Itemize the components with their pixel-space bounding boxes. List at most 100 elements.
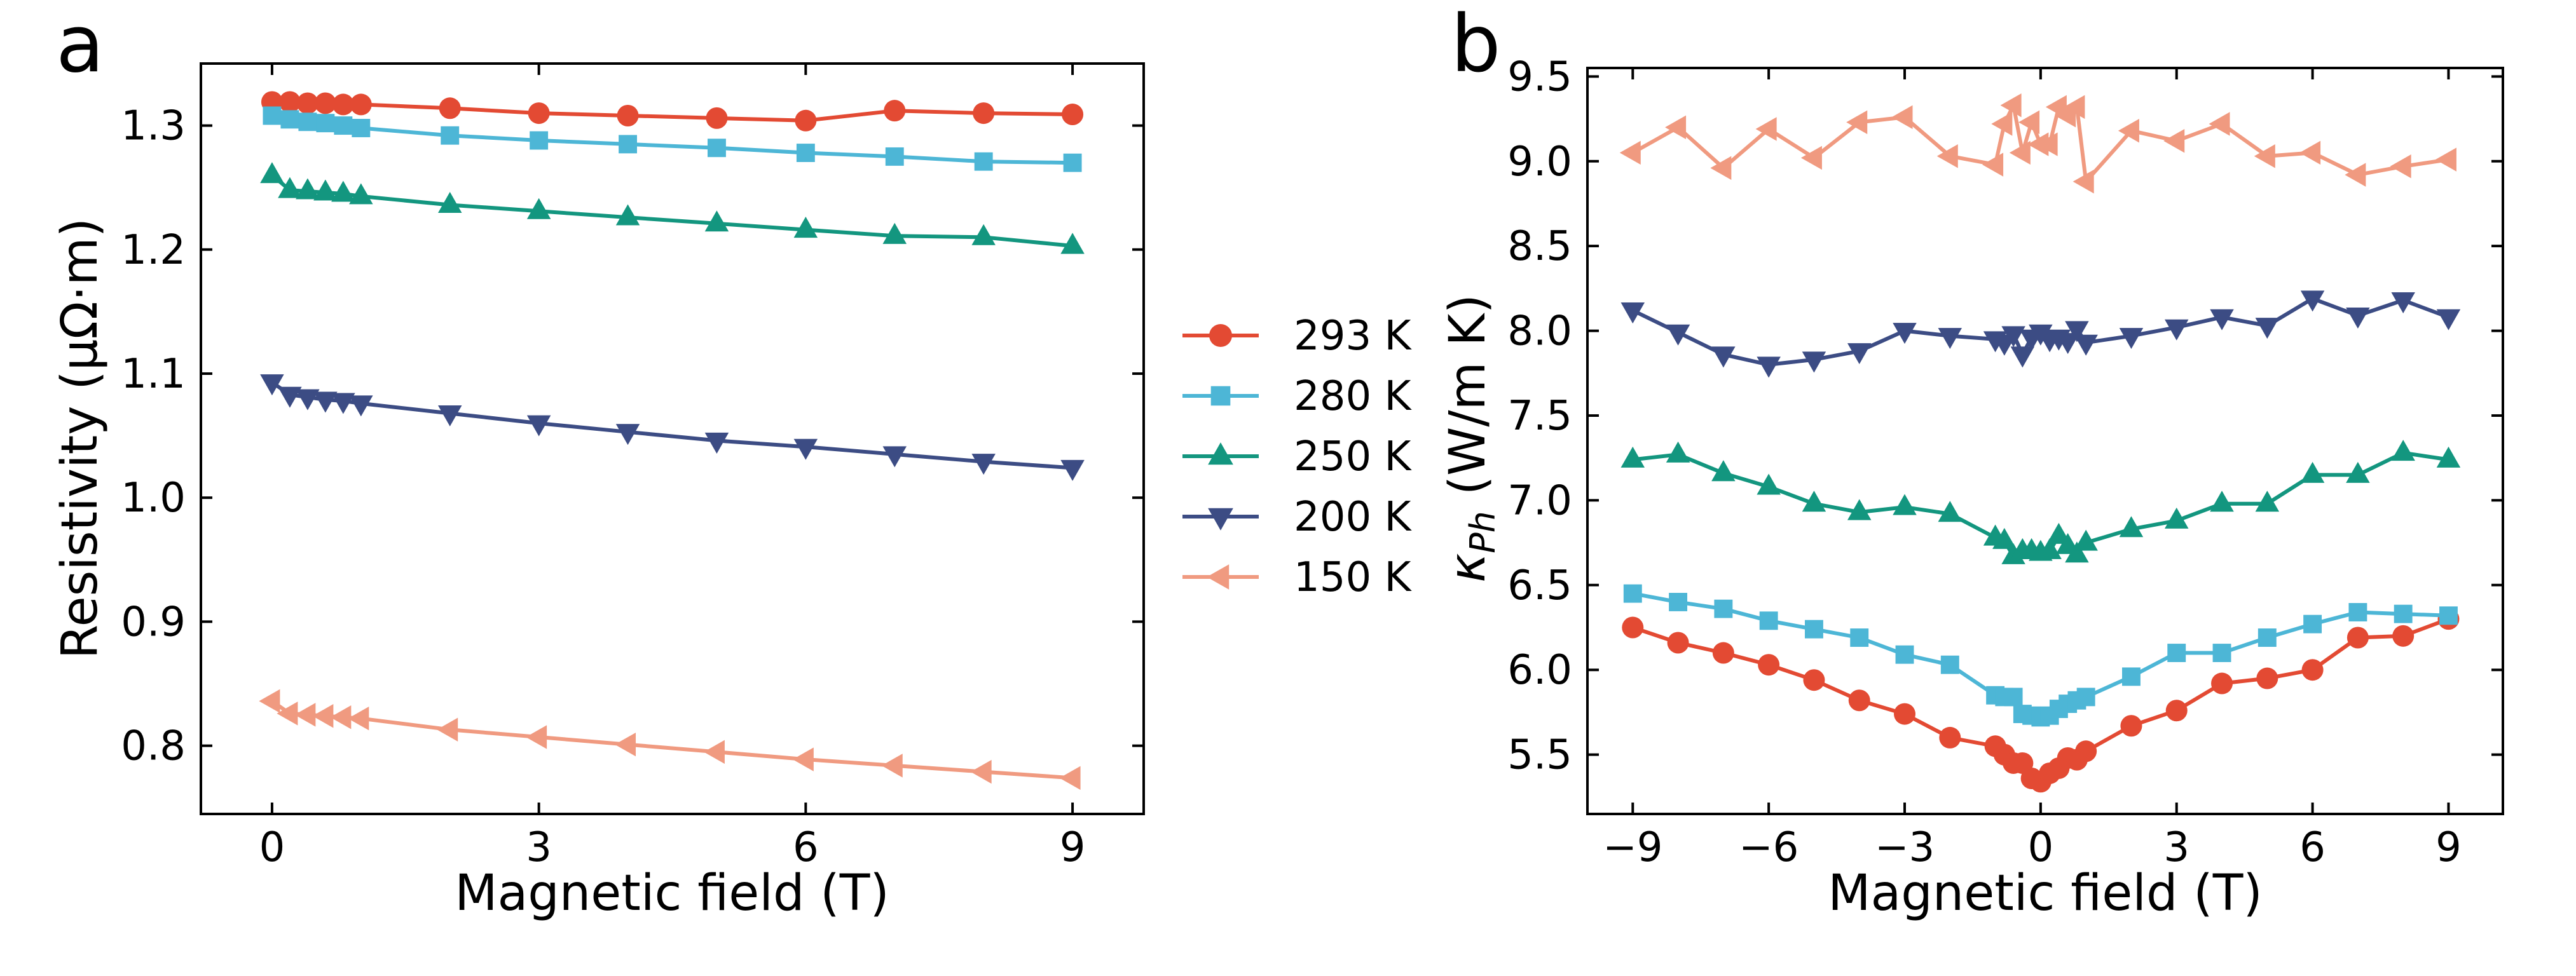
panel-b-point-250k	[2346, 461, 2370, 483]
panel-a-point-250k	[437, 192, 462, 214]
panel-a-point-200k	[704, 432, 729, 454]
panel-b-point-150k	[1936, 144, 1958, 168]
panel-a-point-200k	[971, 454, 996, 475]
y-tick-label: 1.2	[121, 227, 186, 274]
panel-b-point-150k	[2000, 93, 2022, 118]
panel-b-point-280k	[2439, 606, 2458, 625]
panel-b-point-280k	[1804, 620, 1823, 639]
panel-b-data	[1619, 93, 2461, 793]
panel-a-point-280k	[263, 106, 282, 125]
panel-a-point-150k	[1059, 766, 1081, 790]
y-tick-label: 9.5	[1507, 53, 1572, 100]
panel-a-point-150k	[312, 704, 334, 728]
panel-a-point-150k	[703, 740, 725, 764]
panel-b-point-200k	[2300, 290, 2325, 312]
y-tick-label: 7.0	[1507, 477, 1572, 524]
panel-b-point-200k	[1893, 323, 1917, 344]
panel-b-point-250k	[2210, 491, 2234, 512]
x-tick-label: 6	[2299, 824, 2326, 871]
panel-b-point-293k	[1894, 703, 1916, 725]
panel-a-point-200k	[331, 393, 355, 414]
legend-item: 200 K	[1182, 494, 1413, 541]
panel-b-point-280k	[1669, 593, 1688, 611]
panel-b-point-250k	[1757, 473, 1781, 495]
panel-a-point-250k	[704, 210, 729, 232]
panel-a-point-293k	[350, 93, 372, 116]
y-tick-label: 1.0	[121, 475, 186, 522]
panel-b-point-293k	[2120, 715, 2142, 737]
y-tick-label: 6.5	[1507, 562, 1572, 609]
panel-b-series-line-280k	[1632, 592, 2449, 719]
panel-b-point-200k	[2074, 334, 2098, 356]
panel-a-point-200k	[437, 405, 462, 427]
y-tick-label: 1.3	[121, 103, 186, 150]
x-tick-label: 9	[2436, 824, 2462, 871]
panel-b-point-200k	[1666, 324, 1690, 346]
legend: 293 K 280 K 250 K 200 K 150 K	[1182, 313, 1413, 601]
panel-b-point-200k	[1757, 356, 1781, 378]
panel-b-point-150k	[1991, 112, 2013, 136]
panel-b-point-293k	[1712, 642, 1734, 664]
y-tick-label: 1.1	[121, 351, 186, 398]
panel-a-point-150k	[526, 725, 547, 749]
panel-b-point-200k	[2210, 309, 2234, 330]
panel-a-point-250k	[615, 204, 640, 226]
panel-b-point-250k	[1711, 460, 1736, 482]
panel-b-point-150k	[1710, 156, 1732, 180]
x-tick-label: 3	[526, 824, 552, 871]
panel-a-point-280k	[298, 112, 317, 132]
panel-b-point-293k	[2301, 659, 2324, 681]
legend-label: 200 K	[1294, 494, 1413, 541]
panel-b-point-293k	[1939, 726, 1961, 749]
panel-b-point-200k	[2055, 333, 2080, 355]
panel-b-point-280k	[2303, 614, 2322, 634]
panel-b-point-280k	[1759, 611, 1778, 630]
panel-b-point-293k	[2075, 740, 2097, 762]
y-tick-label: 0.8	[121, 723, 186, 770]
panel-b-point-250k	[2436, 446, 2461, 468]
panel-a-series-line-293k	[271, 100, 1073, 123]
panel-b-point-200k	[1938, 328, 1963, 349]
panel-b-point-280k	[1940, 655, 1959, 674]
panel-a-point-250k	[331, 180, 355, 202]
panel-a-point-293k	[1062, 104, 1084, 126]
panel-b-point-150k	[2435, 147, 2456, 172]
panel-a-point-280k	[441, 126, 460, 145]
panel-b-point-280k	[1895, 645, 1914, 664]
panel-a-point-280k	[352, 119, 371, 137]
panel-b-point-250k	[2074, 529, 2098, 551]
panel-b-point-280k	[2167, 644, 2186, 662]
panel-a-point-150k	[970, 759, 992, 784]
y-tick-label: 7.5	[1507, 393, 1572, 440]
panel-a-point-150k	[348, 706, 369, 731]
panel-b-point-293k	[2165, 700, 2188, 722]
panel-b-point-150k	[2299, 140, 2321, 165]
panel-a-point-150k	[330, 705, 352, 729]
panel-b-point-280k	[2076, 688, 2095, 707]
panel-b-point-150k	[2072, 170, 2094, 194]
panel-a-point-293k	[795, 109, 817, 132]
panel-b-point-150k	[2254, 144, 2275, 168]
panel-a-point-280k	[1063, 153, 1082, 172]
panel-b-ylabel-kappa: κ	[1439, 553, 1497, 583]
panel-a-data	[259, 91, 1085, 790]
panel-a-point-200k	[882, 446, 907, 468]
panel-b-point-150k	[2118, 118, 2139, 143]
panel-a: a 0 3 6 9 0.8 0.9 1.0 1.1 1.2 1.3 Magnetic field …	[51, 0, 1145, 922]
panel-b-point-250k	[1802, 491, 1826, 512]
panel-b-point-293k	[1622, 616, 1644, 639]
x-tick-label: 0	[259, 824, 285, 871]
panel-b-point-250k	[1666, 441, 1690, 463]
panel-a-point-150k	[437, 717, 458, 742]
panel-a-point-293k	[278, 91, 301, 113]
panel-b-point-250k	[2164, 507, 2189, 529]
panel-a-point-200k	[278, 386, 302, 408]
panel-b-point-200k	[1711, 346, 1736, 368]
panel-a-point-250k	[882, 222, 907, 244]
panel-a-point-293k	[528, 102, 550, 125]
panel-b-point-150k	[1619, 140, 1641, 165]
y-tick-label: 6.0	[1507, 647, 1572, 694]
panel-a-point-293k	[706, 107, 728, 129]
panel-b-point-293k	[1758, 654, 1780, 676]
panel-a-point-200k	[615, 424, 640, 445]
